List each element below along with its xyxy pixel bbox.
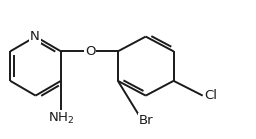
- Text: Cl: Cl: [204, 89, 217, 102]
- Text: NH$_2$: NH$_2$: [48, 111, 74, 126]
- Text: Br: Br: [138, 114, 153, 127]
- Text: O: O: [85, 45, 95, 58]
- Text: N: N: [30, 30, 40, 43]
